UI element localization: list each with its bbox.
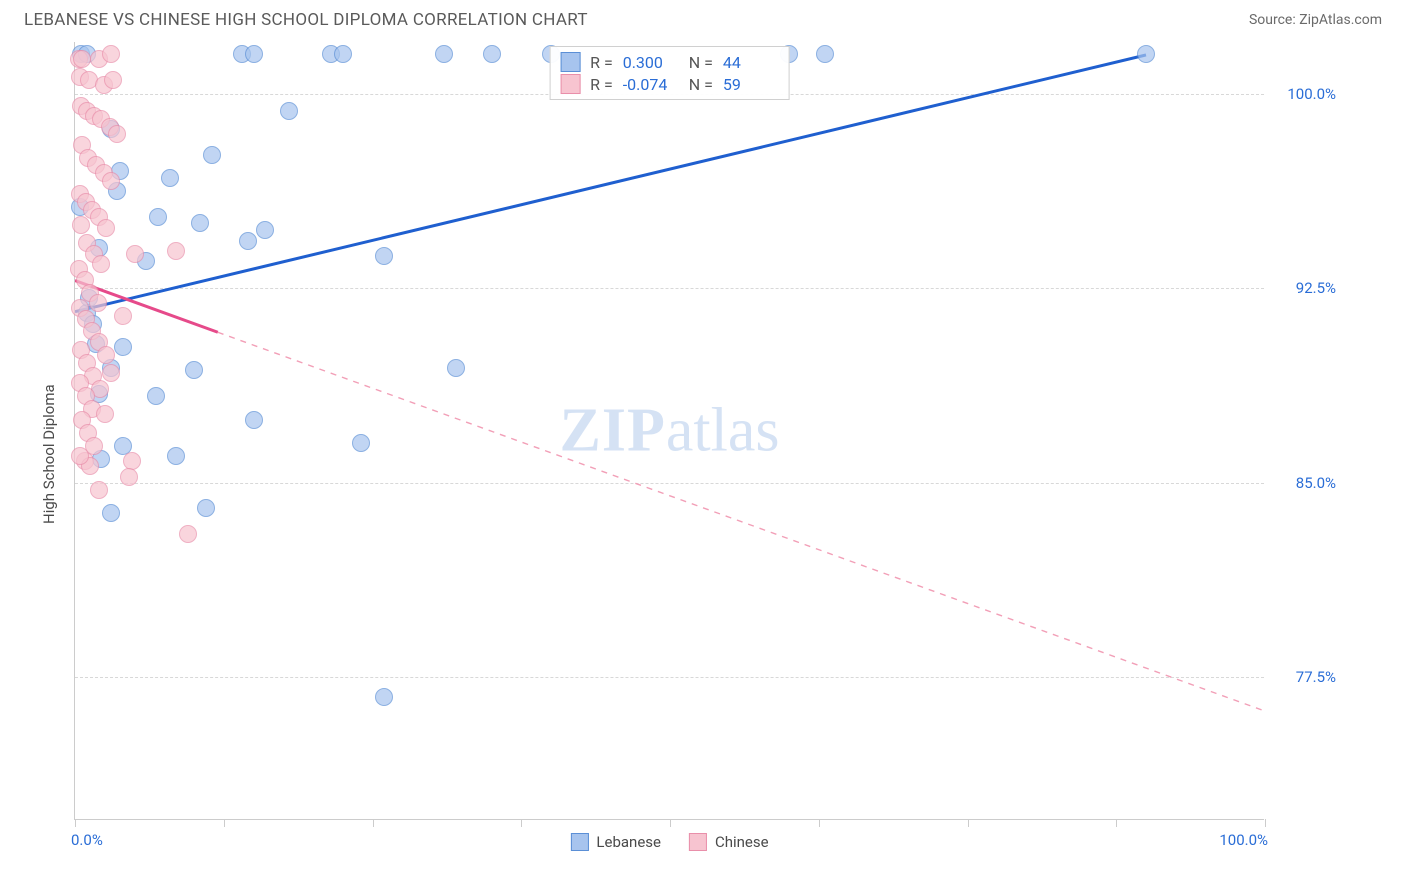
scatter-point — [179, 525, 197, 543]
watermark: ZIPatlas — [560, 395, 780, 466]
scatter-point — [149, 208, 167, 226]
legend-swatch — [570, 833, 588, 851]
scatter-point — [73, 50, 91, 68]
x-tick — [670, 819, 671, 827]
stat-r-label: R = — [590, 75, 613, 94]
scatter-point — [435, 45, 453, 63]
scatter-point — [97, 219, 115, 237]
chart-title: LEBANESE VS CHINESE HIGH SCHOOL DIPLOMA … — [24, 10, 588, 30]
x-tick — [521, 819, 522, 827]
series-swatch — [560, 74, 580, 94]
stats-row: R = -0.074 N = 59 — [560, 73, 779, 95]
scatter-point — [167, 447, 185, 465]
scatter-point — [375, 688, 393, 706]
x-tick — [968, 819, 969, 827]
stat-n-label: N = — [689, 53, 713, 72]
legend-item: Lebanese — [570, 833, 661, 851]
legend-swatch — [689, 833, 707, 851]
grid-line — [75, 483, 1264, 484]
legend: Lebanese Chinese — [570, 833, 768, 851]
scatter-point — [816, 45, 834, 63]
scatter-point — [114, 338, 132, 356]
x-max-label: 100.0% — [1219, 831, 1268, 849]
scatter-point — [245, 411, 263, 429]
scatter-point — [239, 232, 257, 250]
scatter-point — [92, 255, 110, 273]
stat-n-label: N = — [689, 75, 713, 94]
scatter-point — [197, 499, 215, 517]
scatter-point — [185, 361, 203, 379]
stat-r-value: -0.074 — [623, 75, 679, 94]
x-tick — [819, 819, 820, 827]
scatter-point — [114, 307, 132, 325]
y-tick-label: 92.5% — [1296, 279, 1336, 297]
scatter-point — [167, 242, 185, 260]
x-min-label: 0.0% — [71, 831, 103, 849]
scatter-point — [126, 245, 144, 263]
scatter-point — [102, 504, 120, 522]
stat-n-value: 59 — [723, 75, 779, 94]
scatter-point — [102, 172, 120, 190]
scatter-point — [447, 359, 465, 377]
scatter-point — [280, 102, 298, 120]
stat-r-label: R = — [590, 53, 613, 72]
y-tick-label: 85.0% — [1296, 474, 1336, 492]
scatter-point — [120, 468, 138, 486]
x-tick — [1265, 819, 1266, 827]
x-tick — [1116, 819, 1117, 827]
scatter-point — [72, 216, 90, 234]
scatter-point — [203, 146, 221, 164]
correlation-chart: 77.5%85.0%92.5%100.0%0.0%100.0%ZIPatlasR… — [24, 36, 1274, 826]
scatter-point — [96, 405, 114, 423]
legend-label: Chinese — [715, 833, 769, 851]
y-axis-title: High School Diploma — [40, 385, 58, 525]
scatter-point — [108, 125, 126, 143]
scatter-point — [90, 481, 108, 499]
scatter-point — [1137, 45, 1155, 63]
stat-r-value: 0.300 — [623, 53, 679, 72]
scatter-point — [71, 447, 89, 465]
scatter-point — [245, 45, 263, 63]
legend-item: Chinese — [689, 833, 769, 851]
grid-line — [75, 288, 1264, 289]
chart-header: LEBANESE VS CHINESE HIGH SCHOOL DIPLOMA … — [0, 0, 1406, 36]
y-tick-label: 100.0% — [1287, 85, 1336, 103]
scatter-point — [102, 45, 120, 63]
scatter-point — [104, 71, 122, 89]
scatter-point — [97, 346, 115, 364]
scatter-point — [375, 247, 393, 265]
scatter-point — [256, 221, 274, 239]
x-tick — [373, 819, 374, 827]
scatter-point — [483, 45, 501, 63]
scatter-point — [191, 214, 209, 232]
scatter-point — [161, 169, 179, 187]
grid-line — [75, 677, 1264, 678]
trend-lines — [75, 42, 1264, 819]
stats-box: R = 0.300 N = 44 R = -0.074 N = 59 — [549, 46, 790, 100]
legend-label: Lebanese — [596, 833, 661, 851]
scatter-point — [352, 434, 370, 452]
x-tick — [224, 819, 225, 827]
series-swatch — [560, 52, 580, 72]
y-tick-label: 77.5% — [1296, 668, 1336, 686]
scatter-point — [147, 387, 165, 405]
x-tick — [75, 819, 76, 827]
stats-row: R = 0.300 N = 44 — [560, 51, 779, 73]
chart-source: Source: ZipAtlas.com — [1249, 12, 1382, 28]
scatter-point — [334, 45, 352, 63]
scatter-point — [102, 364, 120, 382]
scatter-point — [89, 294, 107, 312]
plot-area: 77.5%85.0%92.5%100.0%0.0%100.0%ZIPatlasR… — [74, 42, 1264, 820]
stat-n-value: 44 — [723, 53, 779, 72]
